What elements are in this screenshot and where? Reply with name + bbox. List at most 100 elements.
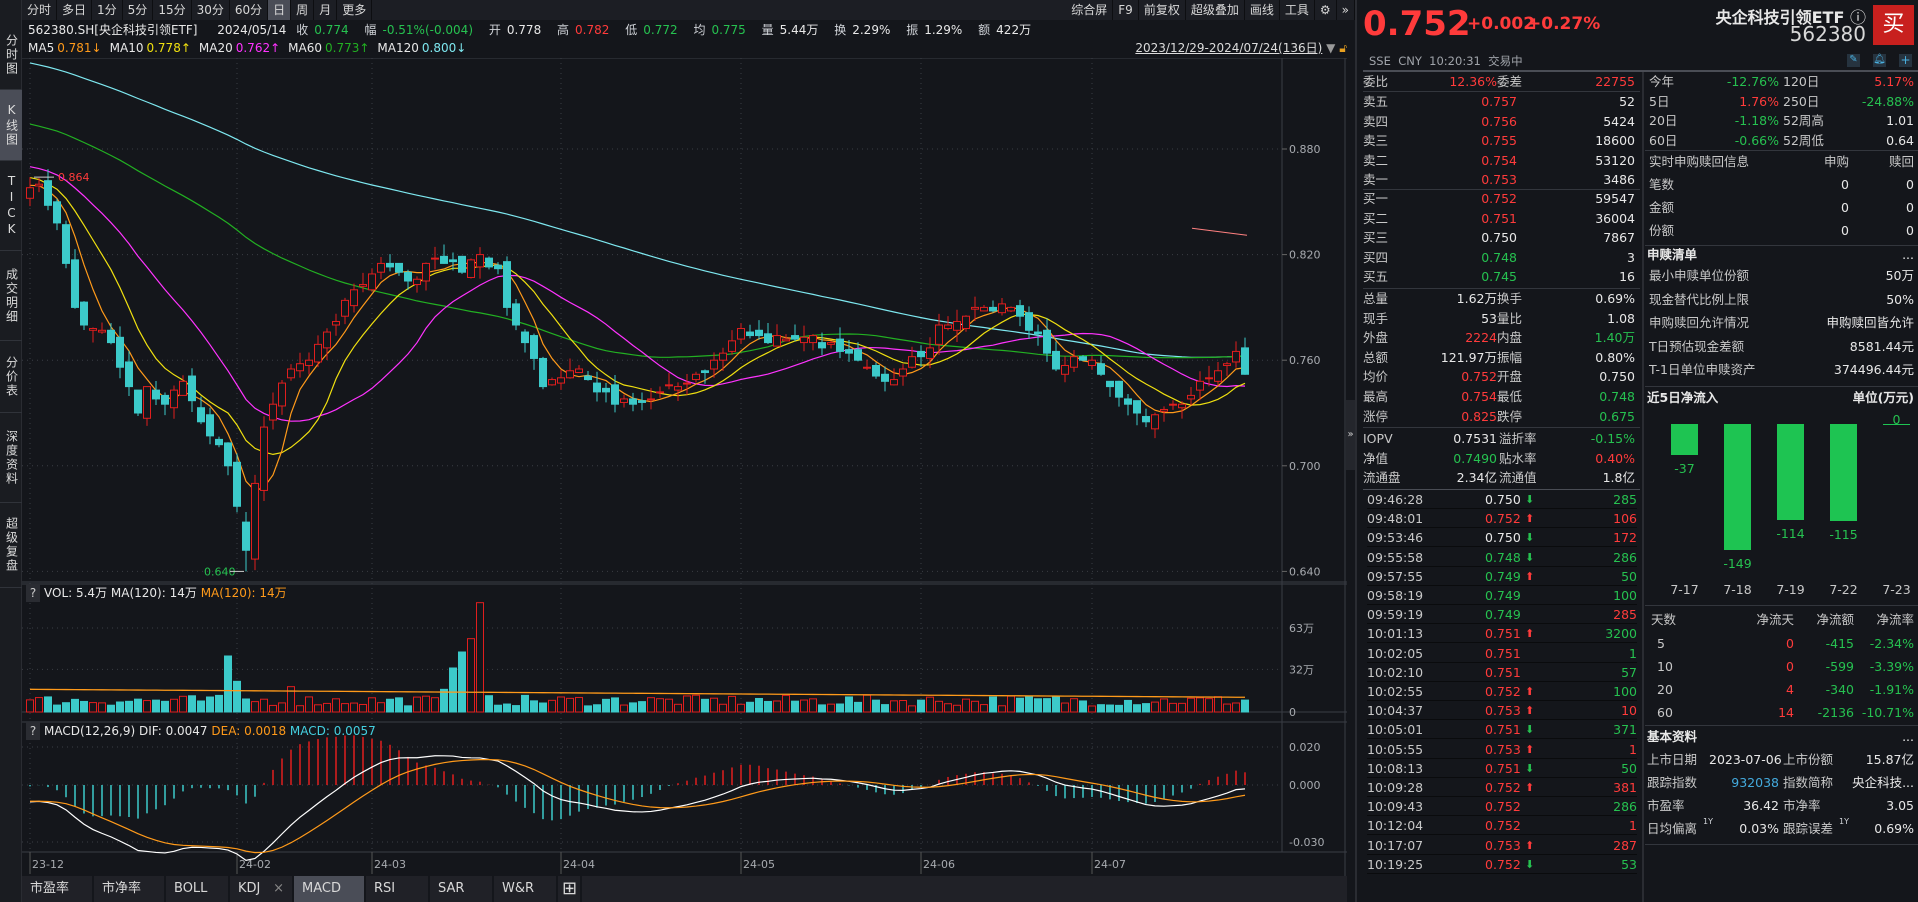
tick-price: 0.752 [1485,511,1521,527]
return-period: 52周低 [1783,132,1824,148]
left-nav-item[interactable]: 成交明细 [0,251,22,341]
volume-bar [1016,697,1024,713]
indicator-tab[interactable]: 市净率 [94,876,166,902]
candle-down [1142,416,1150,423]
volume-bar [1088,705,1096,713]
edit-pencil-icon[interactable]: ✎ [1847,54,1860,67]
period-tab[interactable]: 30分 [192,0,230,20]
tick-volume: 286 [1613,549,1637,565]
tick-volume: 10 [1621,703,1637,719]
period-tab[interactable]: 15分 [153,0,192,20]
ask-price: 0.753 [1481,172,1517,187]
volume-bar [305,696,313,713]
indicator-tab[interactable]: W&R [494,876,558,902]
return-period: 5日 [1649,93,1670,109]
candle-down [485,257,493,268]
tick-volume: 1 [1629,645,1637,661]
info-circle-icon[interactable]: ⓘ [1849,8,1866,27]
candle-up [1061,364,1069,375]
arrow-up-icon: ⬆ [1525,569,1535,583]
lock-icon[interactable]: 🔓︎ [1339,41,1347,55]
basic-info-more-button[interactable]: ... [1902,729,1914,744]
volume-bar [179,695,187,713]
indicator-tab[interactable]: SAR [430,876,494,902]
bid-level-label: 买二 [1363,210,1389,226]
left-nav-item[interactable]: K线图 [0,90,22,161]
period-tab[interactable]: 周 [291,0,315,20]
candle-up [467,259,475,278]
dropdown-triangle-icon[interactable]: ▼ [1326,41,1336,55]
pcf-more-button[interactable]: ... [1902,247,1914,262]
pcf-row-value: 374496.44元 [1833,362,1914,377]
period-tab[interactable]: 60分 [230,0,269,20]
alert-bell-icon[interactable]: 🔔︎ [1873,54,1886,67]
stat-value: 0.825 [1461,408,1497,424]
settings-gear-icon[interactable]: ⚙ [1315,0,1337,20]
date-axis-label: 23-12 [32,858,64,871]
bid-price: 0.752 [1481,191,1517,206]
tick-row: 10:09:43 0.752 286 [1367,797,1637,817]
arrow-down-icon: ⬇ [1525,550,1535,564]
return-value: -24.88% [1861,93,1914,109]
volume-bar [1097,704,1105,713]
close-icon[interactable]: × [273,881,284,896]
left-nav-item[interactable]: 分时图 [0,20,22,90]
indicator-tab[interactable]: BOLL [166,876,230,902]
left-nav-item[interactable]: 深度资料 [0,413,22,503]
volume-bar [737,703,745,713]
bid-volume: 3 [1627,249,1635,265]
volume-bar [197,700,205,713]
candle-up [305,359,313,366]
help-icon[interactable]: ? [26,722,40,740]
volume-bar [323,702,331,713]
period-tab[interactable]: 分时 [22,0,58,20]
candle-up [962,315,970,330]
toolbar-button[interactable]: 工具 [1280,0,1315,20]
toolbar-button[interactable]: F9 [1113,0,1139,20]
indicator-tab[interactable]: MACD [294,876,366,902]
period-tab[interactable]: 1分 [92,0,123,20]
tick-price: 0.753 [1485,703,1521,719]
help-icon[interactable]: ? [26,584,40,602]
buy-button[interactable]: 买 [1873,5,1914,45]
tick-price: 0.752 [1485,799,1521,815]
net-inflow-header: 净流天 [1756,612,1794,627]
period-tab[interactable]: 日 [268,0,292,20]
candle-up [1088,359,1096,366]
last-price: 0.752 [1363,4,1471,44]
toolbar-button[interactable]: 综合屏 [1066,0,1114,20]
add-watchlist-icon[interactable]: + [1899,53,1912,67]
period-tab[interactable]: 5分 [123,0,154,20]
volume-bar [647,697,655,713]
toolbar-button[interactable]: 画线 [1245,0,1280,20]
volume-bar [98,702,106,713]
candle-down [746,331,754,337]
left-nav-item[interactable]: 分价表 [0,341,22,413]
tick-volume: 100 [1613,588,1637,603]
kline-chart[interactable]: 0.880 0.820 0.760 0.700 0.640 23-12 24-02 24-03… [22,58,1347,876]
toolbar-button[interactable]: 前复权 [1139,0,1186,20]
add-tab-plus-icon[interactable]: ⊞ [558,876,582,902]
tick-price: 0.751 [1485,664,1521,680]
ma5-line [29,184,1246,492]
etf-stat-label: IOPV [1363,431,1393,446]
period-tab[interactable]: 多日 [57,0,93,20]
pcf-row-label: T日预估现金差额 [1649,338,1745,354]
net-inflow-count: 0 [1786,659,1794,674]
candle-down [1016,305,1024,317]
indicator-tab[interactable]: RSI [366,876,430,902]
volume-bar [899,700,907,713]
collapse-panel-handle[interactable]: » [1346,400,1355,470]
toolbar-button[interactable]: 超级叠加 [1186,0,1245,20]
indicator-tab[interactable]: KDJ × [230,876,294,902]
volume-bar [656,698,664,713]
period-tab[interactable]: 更多 [337,0,373,20]
period-tab[interactable]: 月 [314,0,338,20]
candle-down [872,364,880,377]
left-nav-item[interactable]: 超级复盘 [0,503,22,588]
expand-chevron-icon[interactable]: » [1337,0,1355,20]
tick-time: 10:09:43 [1367,799,1424,815]
left-nav-item[interactable]: TICK [0,161,22,251]
date-range[interactable]: 2023/12/29-2024/07/24(136日) [1135,41,1323,55]
indicator-tab[interactable]: 市盈率 [22,876,94,902]
